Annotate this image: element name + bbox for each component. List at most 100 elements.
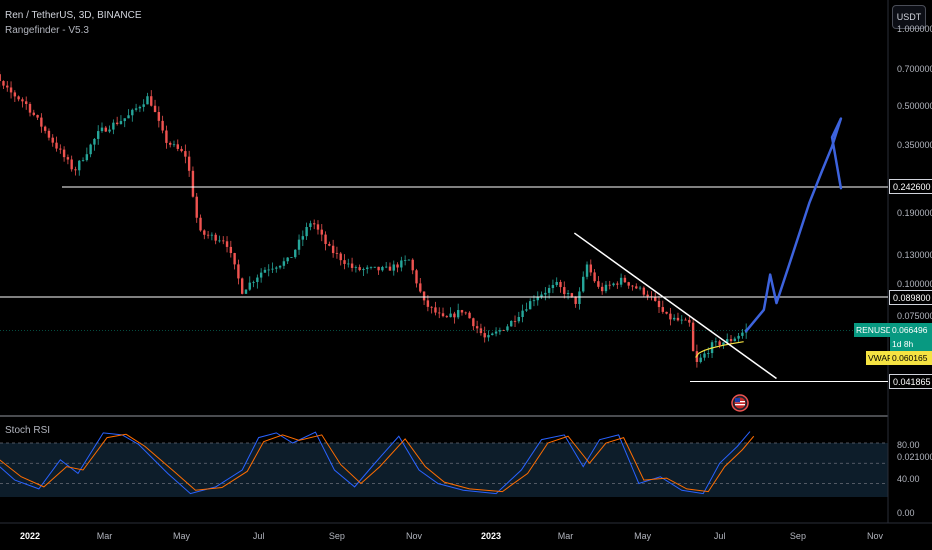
candle-124: [445, 316, 449, 318]
candle-126: [453, 313, 456, 318]
candle-139: [502, 330, 505, 331]
candle-111: [396, 264, 399, 268]
candle-121: [434, 307, 437, 313]
candle-140: [506, 326, 509, 331]
candle-158: [574, 296, 577, 304]
candle-114: [407, 259, 411, 261]
candle-49: [161, 120, 164, 131]
candle-74: [256, 277, 259, 283]
us-flag-event-icon[interactable]: [731, 394, 749, 412]
candle-93: [328, 243, 331, 246]
stoch-rsi-label[interactable]: Stoch RSI: [5, 425, 51, 436]
candle-167: [608, 284, 611, 286]
candle-102: [362, 269, 365, 271]
rsi-tick-0: 0.00: [897, 508, 915, 518]
candle-143: [517, 316, 521, 322]
candle-108: [384, 266, 388, 268]
candle-160: [582, 276, 585, 292]
time-tick: Nov: [866, 531, 884, 541]
candle-40: [127, 115, 130, 119]
candle-134: [483, 333, 486, 338]
candle-168: [612, 283, 615, 286]
time-tick: Sep: [328, 531, 345, 541]
candle-174: [635, 286, 638, 289]
currency-button[interactable]: USDT: [892, 5, 926, 29]
candle-195: [714, 341, 718, 343]
candle-176: [642, 287, 646, 295]
symbol-tag: RENUSDT: [854, 323, 900, 337]
candle-127: [456, 310, 460, 318]
candle-155: [563, 287, 566, 295]
candle-55: [184, 151, 187, 157]
candle-10: [13, 92, 17, 97]
time-tick: Mar: [96, 531, 113, 541]
candle-22: [59, 148, 62, 150]
candle-69: [237, 264, 240, 279]
candle-52: [172, 144, 176, 146]
candle-144: [521, 310, 524, 317]
candle-14: [28, 104, 32, 113]
last-price-tag: 0.066496: [890, 323, 932, 337]
candle-19: [47, 130, 51, 138]
candle-105: [373, 266, 377, 268]
candle-117: [419, 283, 422, 292]
candle-51: [169, 142, 172, 145]
bar-countdown: 1d 8h: [890, 337, 932, 351]
candle-154: [559, 281, 562, 288]
candle-94: [331, 245, 335, 254]
candle-197: [722, 342, 725, 346]
candle-82: [286, 257, 289, 262]
price-tick: 0.021000: [897, 451, 932, 462]
candle-41: [131, 109, 134, 116]
candle-26: [74, 169, 77, 171]
candle-138: [498, 330, 502, 332]
candle-191: [699, 357, 702, 362]
candle-75: [259, 272, 263, 278]
candle-85: [297, 239, 301, 250]
candle-23: [62, 149, 66, 158]
candle-149: [540, 294, 543, 298]
candle-188: [688, 319, 691, 323]
candle-11: [17, 96, 20, 100]
candle-15: [32, 112, 35, 115]
candle-192: [703, 353, 706, 358]
candle-79: [275, 267, 278, 269]
candle-32: [97, 131, 100, 139]
candle-131: [472, 318, 475, 327]
price-tick: 0.500000: [897, 100, 932, 111]
candle-65: [222, 240, 225, 242]
candle-27: [78, 160, 81, 171]
candle-83: [290, 257, 293, 258]
candle-200: [733, 338, 736, 342]
indicator-label[interactable]: Rangefinder - V5.3: [5, 25, 89, 36]
candle-115: [411, 259, 414, 271]
time-tick: May: [173, 531, 191, 541]
candle-171: [623, 277, 627, 283]
candle-20: [51, 137, 54, 143]
candle-123: [441, 313, 445, 317]
candle-179: [654, 297, 657, 301]
candle-21: [55, 142, 58, 149]
candle-146: [528, 301, 532, 310]
price-tick: 0.350000: [897, 140, 932, 151]
candle-57: [191, 170, 195, 197]
candle-29: [85, 154, 89, 161]
candle-109: [388, 266, 392, 271]
vwap-line: [695, 341, 744, 358]
candle-84: [294, 249, 297, 258]
candle-72: [248, 282, 251, 290]
candle-71: [244, 289, 248, 294]
candle-181: [661, 307, 665, 312]
forecast-path[interactable]: [744, 117, 843, 333]
candle-7: [2, 81, 5, 86]
candle-67: [229, 246, 233, 254]
candle-164: [597, 281, 600, 287]
candle-112: [400, 260, 403, 268]
candle-142: [513, 320, 517, 322]
stoch-rsi-band: [0, 443, 888, 497]
trendline[interactable]: [573, 232, 777, 380]
candle-61: [206, 234, 210, 236]
time-tick: Sep: [789, 531, 806, 541]
candle-100: [354, 267, 358, 268]
